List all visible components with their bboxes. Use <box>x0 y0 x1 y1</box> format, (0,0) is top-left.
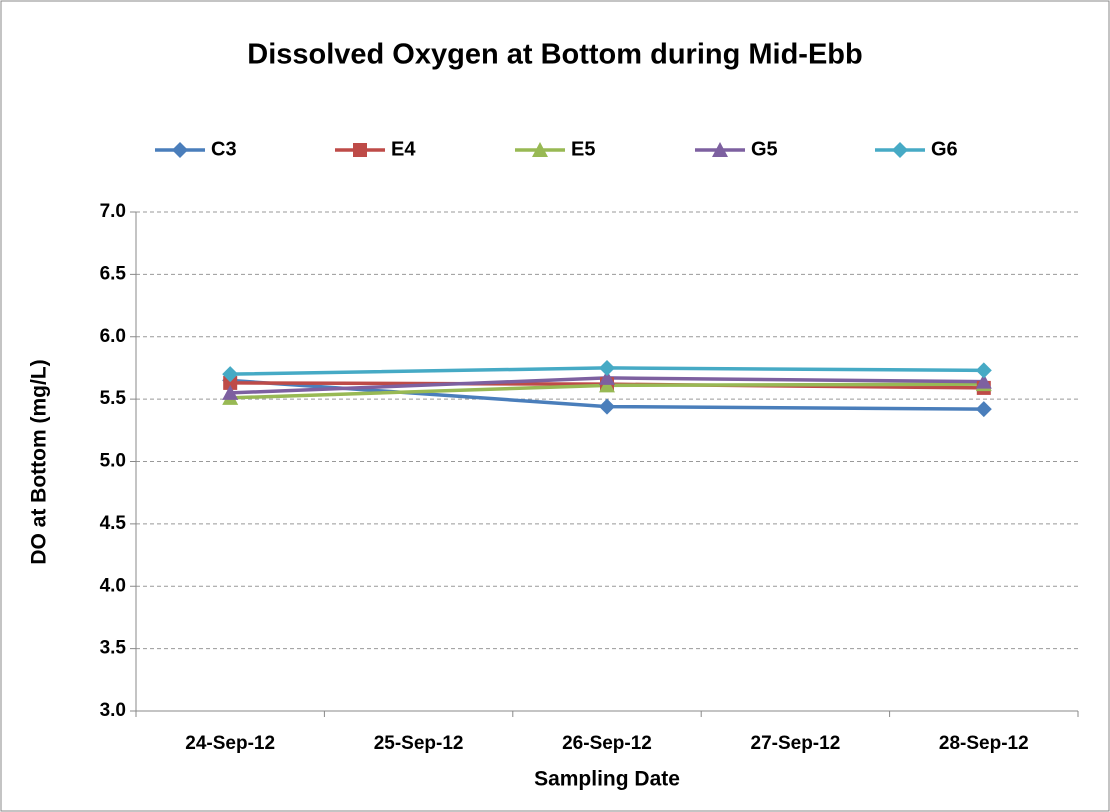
marker <box>222 366 239 383</box>
marker <box>892 142 908 158</box>
y-tick-label: 4.5 <box>100 513 127 534</box>
marker <box>222 384 239 400</box>
y-tick-label: 6.5 <box>100 263 127 284</box>
legend-label: C3 <box>211 138 237 160</box>
marker <box>599 359 615 376</box>
marker <box>599 369 615 385</box>
x-axis-label: Sampling Date <box>534 768 680 791</box>
legend-label: E5 <box>571 138 595 160</box>
x-tick-label: 28-Sep-12 <box>939 733 1029 754</box>
y-tick-label: 4.0 <box>100 575 126 596</box>
y-tick-label: 7.0 <box>100 201 126 222</box>
marker <box>353 143 367 157</box>
x-tick-label: 26-Sep-12 <box>562 733 652 754</box>
y-tick-label: 5.5 <box>100 388 127 409</box>
chart-title: Dissolved Oxygen at Bottom during Mid-Eb… <box>247 39 862 71</box>
y-tick-label: 3.0 <box>100 700 126 721</box>
y-tick-label: 5.0 <box>100 451 126 472</box>
marker <box>975 373 992 389</box>
x-tick-label: 25-Sep-12 <box>374 733 464 754</box>
x-tick-label: 24-Sep-12 <box>185 733 275 754</box>
marker <box>223 375 238 390</box>
x-tick-label: 27-Sep-12 <box>751 733 841 754</box>
legend-label: G5 <box>751 138 778 160</box>
y-axis-label: DO at Bottom (mg/L) <box>28 359 51 564</box>
y-tick-label: 6.0 <box>100 326 126 347</box>
marker <box>172 142 188 158</box>
legend-label: E4 <box>391 138 416 160</box>
legend-label: G6 <box>931 138 958 160</box>
marker <box>975 401 992 418</box>
marker <box>532 142 548 157</box>
marker <box>599 398 615 415</box>
y-tick-label: 3.5 <box>100 638 127 659</box>
marker <box>712 142 728 157</box>
marker <box>975 362 992 379</box>
